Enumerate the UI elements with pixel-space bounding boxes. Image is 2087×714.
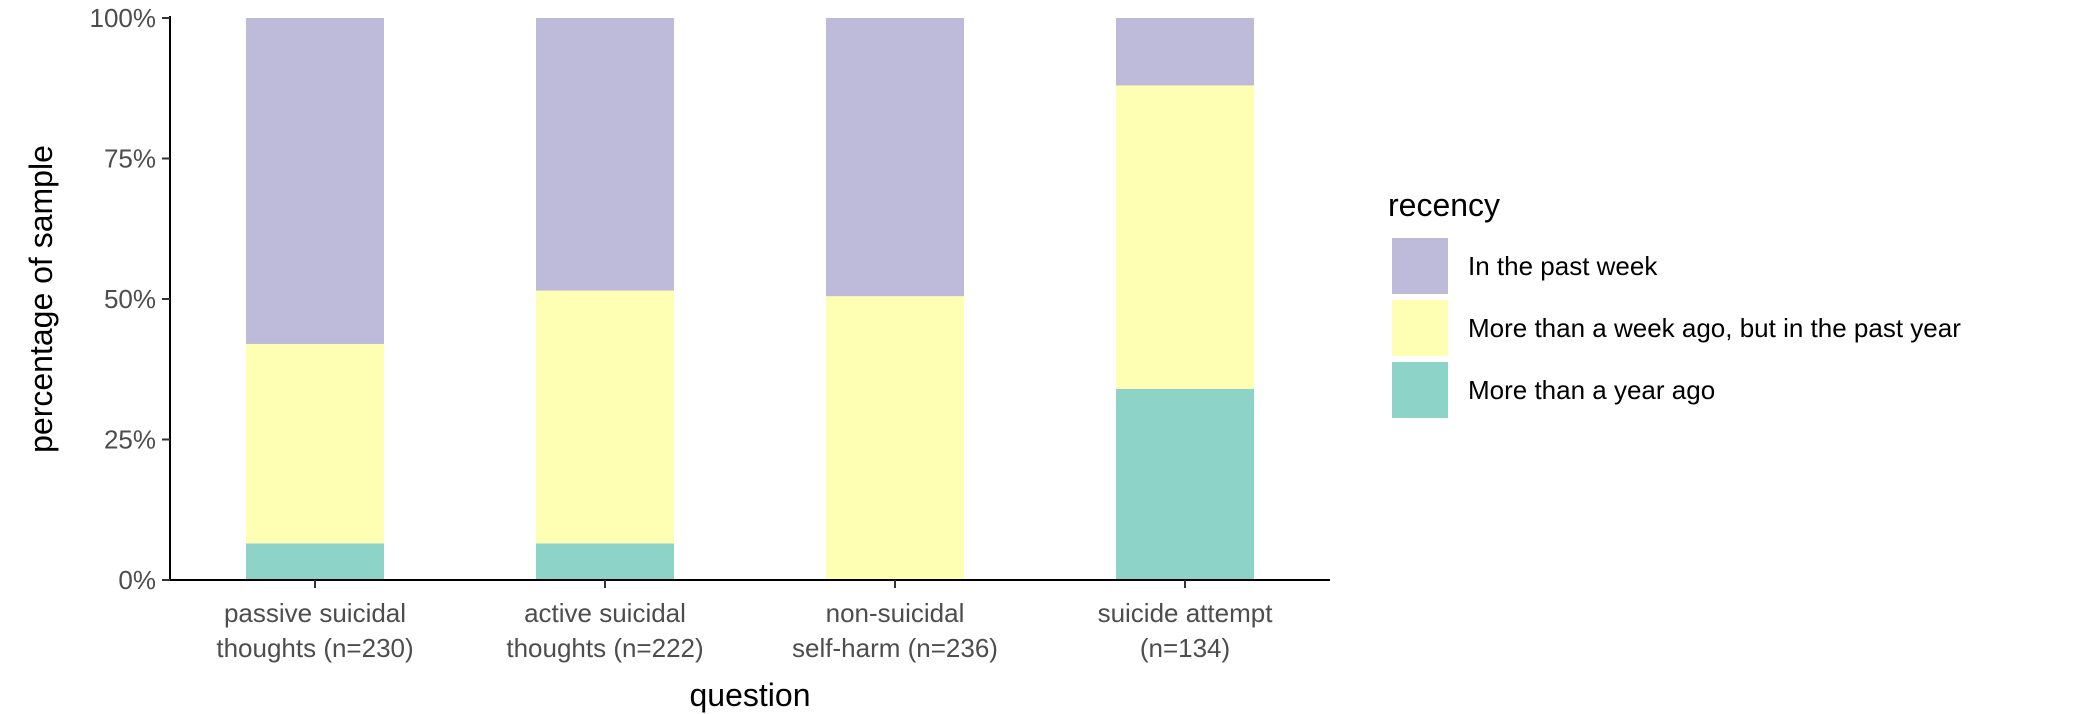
legend: recency In the past week More than a week… <box>1388 187 1961 418</box>
x-tick-label: self-harm (n=236) <box>792 633 998 663</box>
legend-key-more-than-a-week-ago-but-in-the-past-year <box>1392 300 1448 356</box>
bar-segment-1-more-than-a-week-ago-but-in-the-past-year <box>246 343 384 544</box>
legend-key-more-than-a-year-ago <box>1392 362 1448 418</box>
legend-label: More than a week ago, but in the past ye… <box>1468 313 1961 343</box>
bars-layer <box>246 18 1254 580</box>
y-tick-label: 50% <box>104 284 156 314</box>
bar-segment-1-more-than-a-year-ago <box>246 543 384 580</box>
y-tick-label: 75% <box>104 144 156 174</box>
legend-label: More than a year ago <box>1468 375 1715 405</box>
bar-segment-1-in-the-past-week <box>246 18 384 344</box>
bar-segment-4-more-than-a-year-ago <box>1116 388 1254 580</box>
y-tick-label: 100% <box>90 3 157 33</box>
legend-title: recency <box>1388 187 1500 223</box>
bar-segment-2-more-than-a-year-ago <box>536 543 674 580</box>
bar-segment-3-more-than-a-week-ago-but-in-the-past-year <box>826 296 964 580</box>
x-ticks: passive suicidal thoughts (n=230) active s… <box>216 580 1273 663</box>
x-tick-label: suicide attempt <box>1098 598 1274 628</box>
x-tick-label: (n=134) <box>1140 633 1230 663</box>
bar-segment-2-more-than-a-week-ago-but-in-the-past-year <box>536 290 674 544</box>
legend-label: In the past week <box>1468 251 1658 281</box>
bar-segment-4-in-the-past-week <box>1116 18 1254 86</box>
x-tick-label: passive suicidal <box>224 598 406 628</box>
bar-segment-3-in-the-past-week <box>826 18 964 297</box>
y-tick-label: 25% <box>104 425 156 455</box>
y-ticks: 0% 25% 50% 75% 100% <box>90 3 170 595</box>
bar-segment-4-more-than-a-week-ago-but-in-the-past-year <box>1116 85 1254 389</box>
x-tick-label: non-suicidal <box>826 598 965 628</box>
bar-segment-2-in-the-past-week <box>536 18 674 291</box>
y-tick-label: 0% <box>118 565 156 595</box>
x-tick-label: thoughts (n=230) <box>216 633 413 663</box>
y-axis-title: percentage of sample <box>23 145 59 453</box>
x-axis-title: question <box>690 677 811 713</box>
legend-key-in-the-past-week <box>1392 238 1448 294</box>
x-tick-label: active suicidal <box>524 598 686 628</box>
x-tick-label: thoughts (n=222) <box>506 633 703 663</box>
